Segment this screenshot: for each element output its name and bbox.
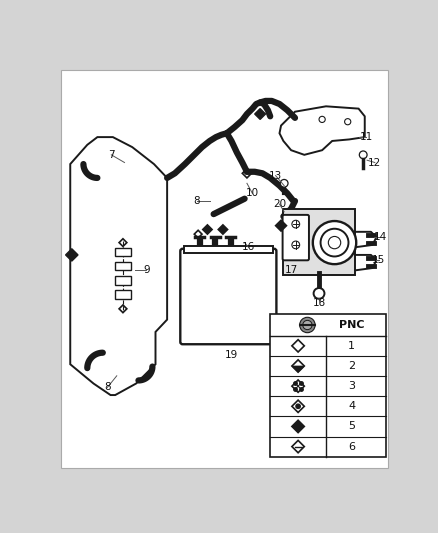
Text: 20: 20 <box>273 199 286 209</box>
FancyBboxPatch shape <box>115 248 131 256</box>
Text: 17: 17 <box>285 265 298 276</box>
Circle shape <box>345 119 351 125</box>
Text: 12: 12 <box>368 158 381 167</box>
Circle shape <box>328 237 341 249</box>
Circle shape <box>280 180 288 187</box>
Circle shape <box>296 404 300 408</box>
FancyBboxPatch shape <box>184 246 272 253</box>
Text: 19: 19 <box>225 350 238 360</box>
FancyBboxPatch shape <box>61 70 388 468</box>
Polygon shape <box>292 421 304 433</box>
Polygon shape <box>292 366 304 372</box>
FancyBboxPatch shape <box>283 209 356 275</box>
Text: 2: 2 <box>348 361 355 371</box>
Circle shape <box>321 229 349 256</box>
Text: 8: 8 <box>193 196 200 206</box>
Text: 8: 8 <box>104 382 111 392</box>
Circle shape <box>313 221 356 264</box>
Circle shape <box>303 320 312 329</box>
Circle shape <box>314 288 325 299</box>
Text: PNC: PNC <box>339 320 364 330</box>
FancyBboxPatch shape <box>180 249 276 344</box>
Text: 15: 15 <box>372 255 385 265</box>
Text: 7: 7 <box>108 150 115 160</box>
Polygon shape <box>255 109 265 119</box>
Text: 5: 5 <box>348 422 355 431</box>
Text: 10: 10 <box>246 188 259 198</box>
Text: 4: 4 <box>348 401 355 411</box>
Circle shape <box>292 241 300 249</box>
FancyBboxPatch shape <box>115 290 131 299</box>
Circle shape <box>319 116 325 123</box>
Text: 14: 14 <box>374 232 387 242</box>
Circle shape <box>292 220 300 228</box>
Polygon shape <box>66 249 78 261</box>
Text: 1: 1 <box>348 341 355 351</box>
Text: 11: 11 <box>360 132 373 142</box>
Text: 13: 13 <box>269 171 282 181</box>
Polygon shape <box>203 225 212 234</box>
Polygon shape <box>218 225 228 234</box>
Bar <box>270 314 386 457</box>
Polygon shape <box>276 220 286 231</box>
Circle shape <box>359 151 367 159</box>
Text: 3: 3 <box>348 381 355 391</box>
Text: 9: 9 <box>143 265 149 276</box>
FancyBboxPatch shape <box>283 215 309 260</box>
FancyBboxPatch shape <box>115 277 131 285</box>
Circle shape <box>300 317 315 333</box>
Text: 18: 18 <box>313 297 326 308</box>
FancyBboxPatch shape <box>115 262 131 270</box>
Text: 6: 6 <box>348 441 355 451</box>
Text: 16: 16 <box>242 242 255 252</box>
